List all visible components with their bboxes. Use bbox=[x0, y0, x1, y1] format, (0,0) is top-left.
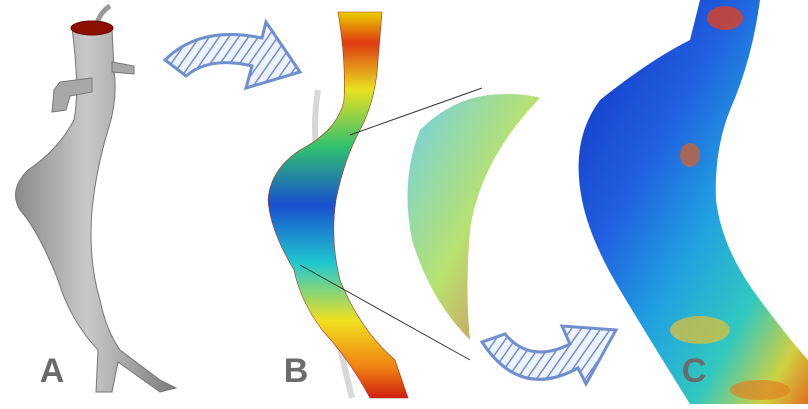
zoom-line bbox=[349, 87, 483, 136]
hotspot bbox=[680, 143, 700, 167]
aorta-model bbox=[15, 27, 178, 393]
aorta-branch bbox=[51, 77, 93, 113]
hotspot bbox=[707, 6, 743, 30]
panel-label: A bbox=[40, 352, 65, 390]
aorta-branch bbox=[111, 61, 135, 75]
panel-b bbox=[267, 11, 540, 399]
panel-c bbox=[578, 0, 808, 404]
hotspot bbox=[730, 380, 790, 400]
zoom-line bbox=[299, 264, 471, 361]
panel-label: B bbox=[284, 352, 309, 390]
inlet-cap bbox=[70, 20, 114, 36]
flow-field bbox=[267, 11, 409, 399]
hotspot bbox=[670, 316, 730, 344]
velocity-vectors bbox=[407, 94, 540, 340]
panel-a bbox=[15, 3, 178, 393]
arrow bbox=[162, 18, 303, 91]
panel-label: C bbox=[682, 352, 707, 390]
arrow bbox=[479, 324, 619, 388]
wall-map bbox=[578, 0, 808, 404]
